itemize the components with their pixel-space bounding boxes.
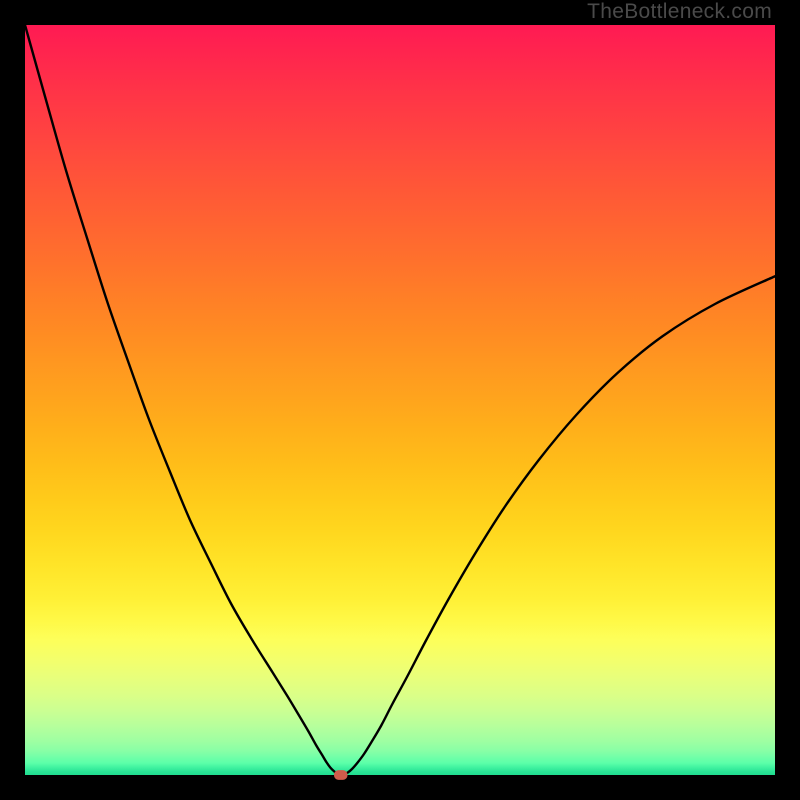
optimal-point-marker bbox=[334, 770, 348, 780]
watermark[interactable]: TheBottleneck.com bbox=[587, 0, 772, 24]
gradient-plot-area bbox=[25, 25, 775, 775]
watermark-link[interactable]: TheBottleneck.com bbox=[587, 0, 772, 23]
bottleneck-chart bbox=[0, 0, 800, 800]
chart-container: TheBottleneck.com bbox=[0, 0, 800, 800]
watermark-text: TheBottleneck.com bbox=[587, 0, 772, 23]
